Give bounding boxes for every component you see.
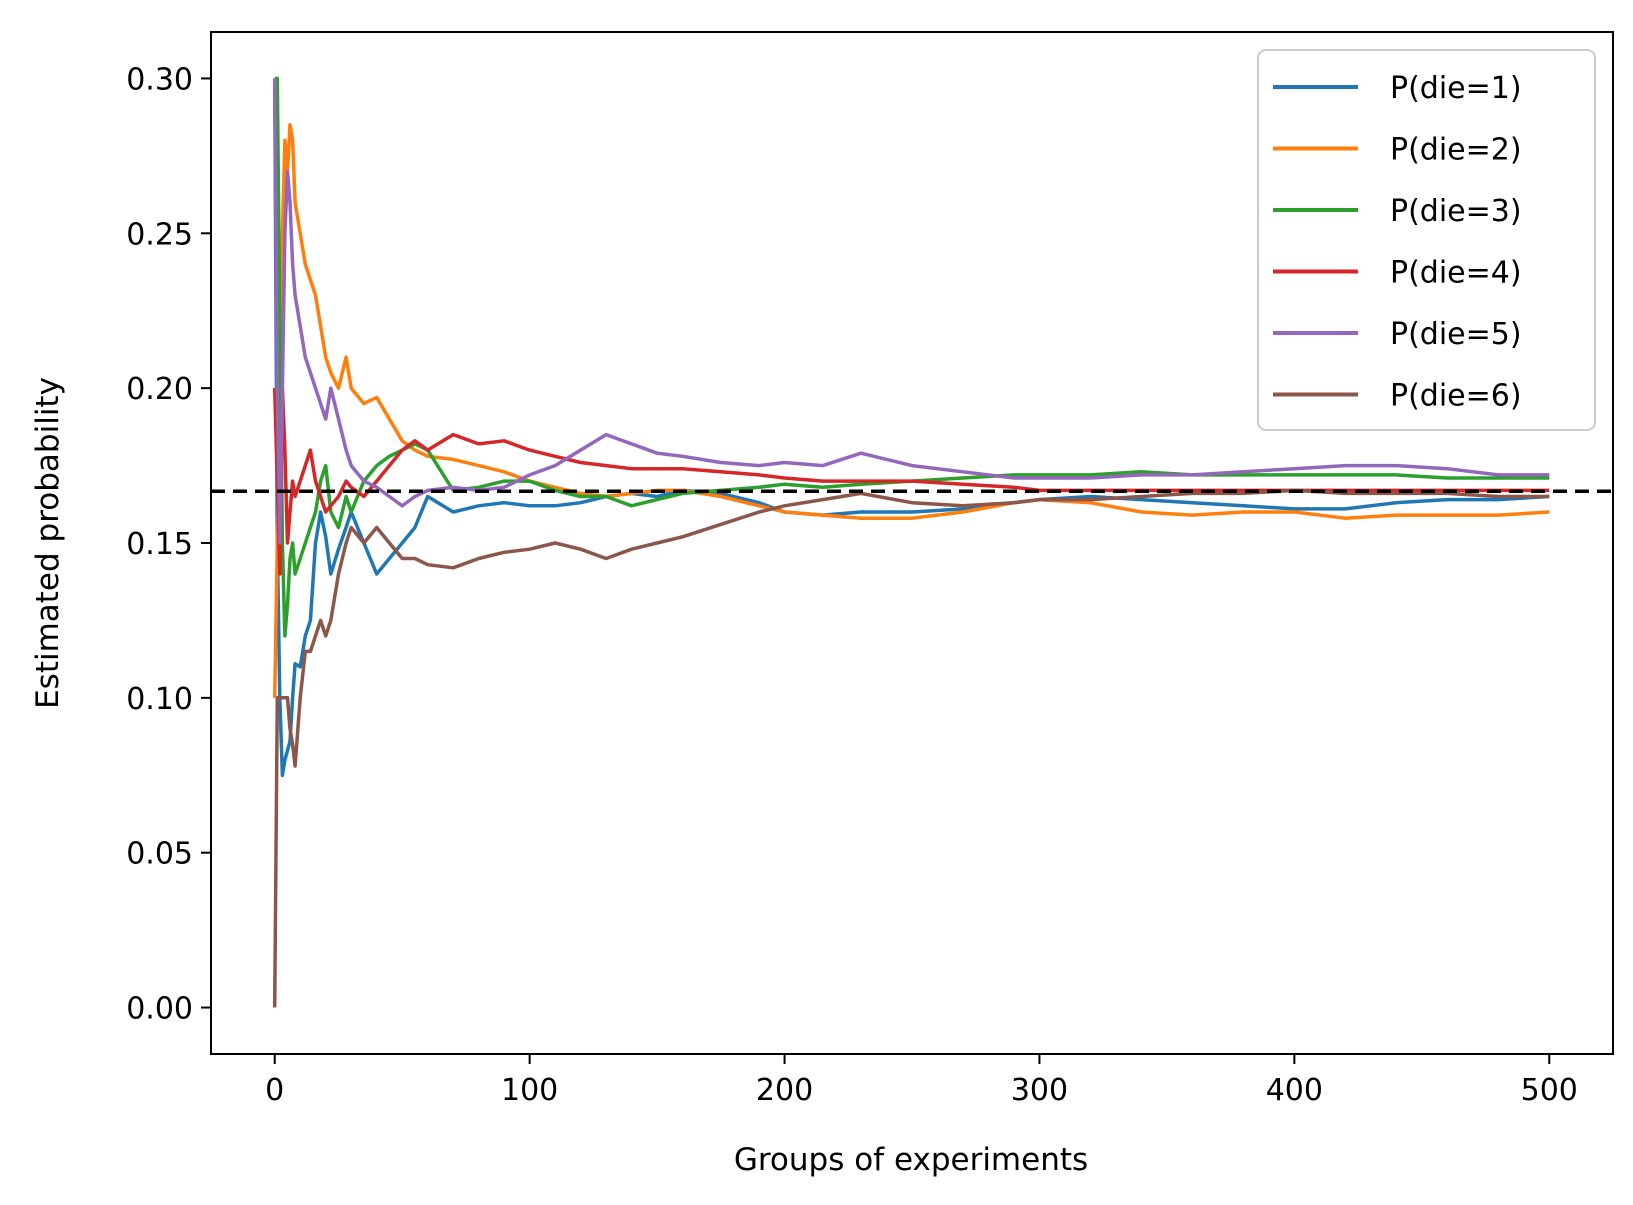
x-tick-label: 400 bbox=[1266, 1073, 1323, 1108]
x-tick-label: 100 bbox=[501, 1073, 558, 1108]
legend-label-die-3: P(die=3) bbox=[1390, 194, 1522, 229]
y-tick-label: 0.25 bbox=[126, 217, 193, 252]
series-line-die-5 bbox=[272, 78, 1550, 545]
series-line-die-1 bbox=[272, 78, 1550, 778]
x-axis-label: Groups of experiments bbox=[734, 1142, 1088, 1178]
x-tick-label: 500 bbox=[1521, 1073, 1578, 1108]
legend-label-die-2: P(die=2) bbox=[1390, 133, 1522, 168]
legend-label-die-6: P(die=6) bbox=[1390, 379, 1522, 414]
y-tick-label: 0.30 bbox=[126, 62, 193, 97]
series-line-die-6 bbox=[272, 488, 1550, 1008]
y-axis: 0.00 0.05 0.10 0.15 0.20 0.25 0.30 bbox=[126, 62, 211, 1027]
x-tick-label: 300 bbox=[1011, 1073, 1068, 1108]
legend-label-die-1: P(die=1) bbox=[1390, 71, 1522, 106]
series-line-die-2 bbox=[272, 123, 1550, 698]
y-tick-label: 0.15 bbox=[126, 527, 193, 562]
x-tick-label: 200 bbox=[756, 1073, 813, 1108]
legend-label-die-5: P(die=5) bbox=[1390, 317, 1522, 352]
series-line-die-3 bbox=[274, 76, 1550, 638]
x-axis: 0 100 200 300 400 500 bbox=[265, 1054, 1578, 1108]
y-tick-label: 0.00 bbox=[126, 992, 193, 1027]
y-tick-label: 0.10 bbox=[126, 682, 193, 717]
legend-box bbox=[1257, 49, 1596, 431]
x-tick-label: 0 bbox=[265, 1073, 284, 1108]
legend: P(die=1) P(die=2) P(die=3) P(die=4) P(die=5)… bbox=[1257, 49, 1596, 431]
legend-label-die-4: P(die=4) bbox=[1390, 256, 1522, 291]
y-tick-label: 0.05 bbox=[126, 837, 193, 872]
y-axis-label: Estimated probability bbox=[30, 377, 66, 709]
y-tick-label: 0.20 bbox=[126, 372, 193, 407]
